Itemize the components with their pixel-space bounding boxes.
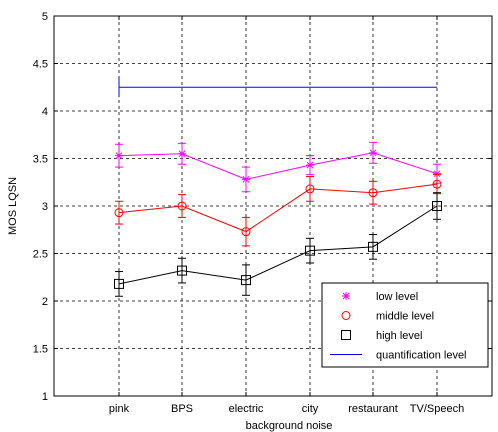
legend-label: high level xyxy=(376,330,422,342)
x-tick-label: city xyxy=(302,403,319,415)
legend: low level middle level high level quantific… xyxy=(321,282,489,368)
legend-swatch xyxy=(341,330,351,340)
x-tick-label: BPS xyxy=(171,403,193,415)
y-tick-label: 2 xyxy=(42,296,48,308)
x-tick-label: TV/Speech xyxy=(410,403,464,415)
series-quantification-level xyxy=(118,77,437,98)
y-tick-label: 4.5 xyxy=(33,59,48,71)
grid xyxy=(54,16,492,396)
x-ticks: pink BPS electric city restaurant TV/Speech xyxy=(109,16,464,415)
y-axis-label: MOS LQSN xyxy=(7,177,19,235)
y-ticks: 1 1.5 2 2.5 3 3.5 4 4.5 5 xyxy=(33,11,492,403)
data-point xyxy=(115,151,123,160)
y-tick-label: 5 xyxy=(42,11,48,23)
data-point xyxy=(114,208,124,218)
legend-item: low level xyxy=(342,291,418,303)
series-layer xyxy=(114,77,442,297)
x-axis-label: background noise xyxy=(246,420,333,432)
data-point xyxy=(305,184,315,194)
series-middle-level xyxy=(114,174,442,247)
legend-label: quantification level xyxy=(376,350,467,362)
legend-item: high level xyxy=(341,330,422,342)
data-point xyxy=(177,265,187,276)
series-line xyxy=(118,152,438,180)
legend-label: middle level xyxy=(376,311,434,323)
legend-item: quantification level xyxy=(330,350,467,362)
y-tick-label: 1 xyxy=(42,391,48,403)
data-point xyxy=(242,175,250,184)
series-line xyxy=(118,205,438,285)
legend-swatch xyxy=(341,311,351,320)
data-point xyxy=(241,227,251,237)
y-tick-label: 1.5 xyxy=(33,344,48,356)
x-tick-label: restaurant xyxy=(348,403,398,415)
y-tick-label: 3 xyxy=(42,201,48,213)
x-tick-label: electric xyxy=(229,403,264,415)
legend-swatch xyxy=(342,292,350,300)
y-tick-label: 3.5 xyxy=(33,154,48,166)
data-point xyxy=(368,241,378,252)
data-point xyxy=(114,278,124,289)
legend-label: low level xyxy=(376,291,418,303)
x-tick-label: pink xyxy=(109,403,130,415)
y-tick-label: 2.5 xyxy=(33,249,48,261)
data-point xyxy=(369,148,377,157)
series-high-level xyxy=(114,192,442,297)
data-point xyxy=(432,201,442,211)
legend-box xyxy=(321,282,489,368)
data-point xyxy=(241,275,251,286)
series-line xyxy=(118,183,438,233)
legend-item: middle level xyxy=(341,311,434,323)
y-tick-label: 4 xyxy=(42,106,48,118)
data-point xyxy=(306,161,314,170)
data-point xyxy=(178,149,186,158)
data-point xyxy=(305,245,315,256)
series-low-level xyxy=(115,141,441,193)
data-point xyxy=(368,188,378,198)
data-point xyxy=(432,179,442,189)
data-point xyxy=(177,201,187,211)
